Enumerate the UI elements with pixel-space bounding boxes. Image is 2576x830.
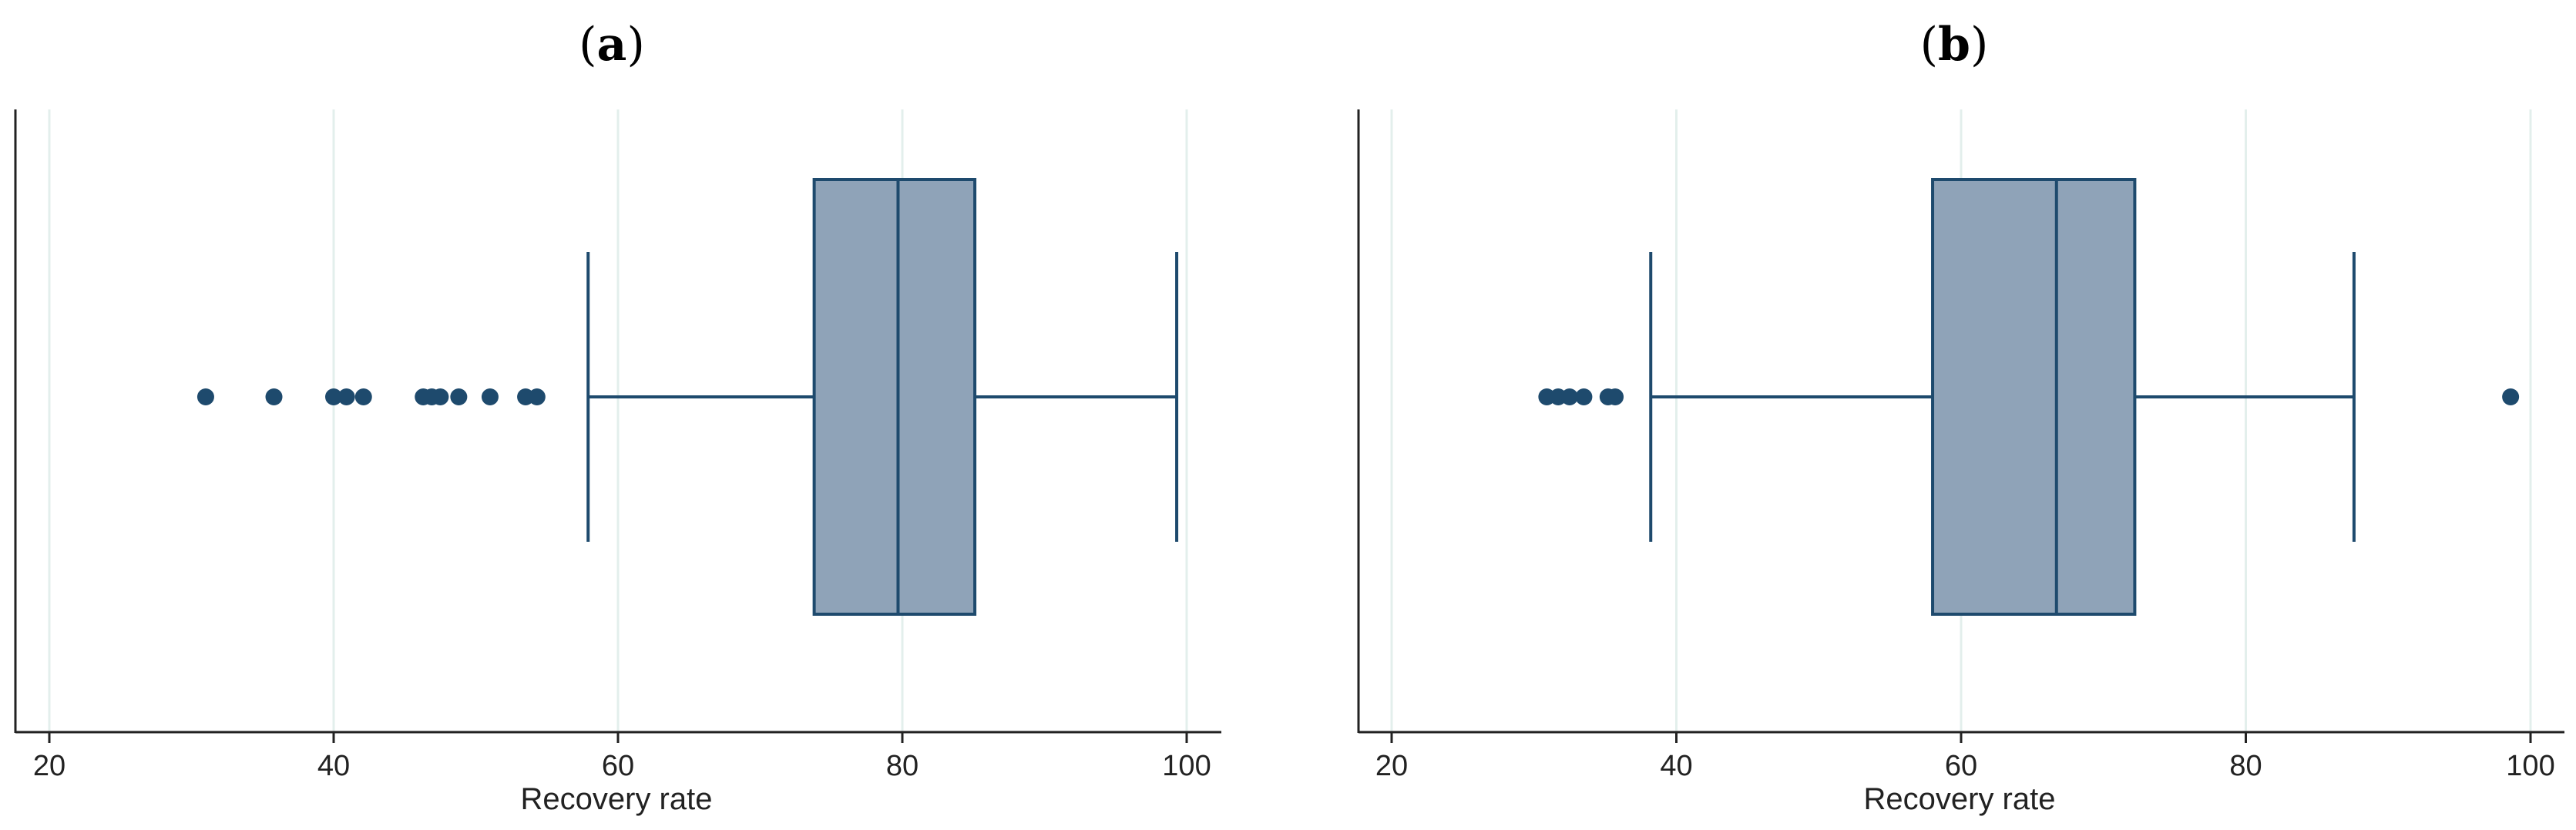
panel-a-x-tick-label: 100 (1162, 750, 1211, 782)
panel-b-outlier-point (1607, 388, 1624, 405)
panel-a-letter: a (597, 18, 627, 72)
panel-a-x-tick-label: 80 (886, 750, 919, 782)
panel-a-outlier-point (450, 388, 468, 405)
panel-a: (a) Recovery rate 20 40 60 80 100 (14, 18, 1221, 816)
panel-b-outlier-point (2502, 388, 2520, 405)
panel-b-x-axis-title: Recovery rate (1864, 782, 2056, 816)
panel-a-box (812, 178, 977, 616)
panel-a-outlier-point (354, 388, 372, 405)
panel-b-x-tick-label: 20 (1375, 750, 1408, 782)
panel-b-x-tick-label: 80 (2229, 750, 2262, 782)
panel-a-outlier-point (481, 388, 499, 405)
panel-a-x-tick-label: 60 (602, 750, 634, 782)
panel-b-box (1931, 178, 2137, 616)
panel-b-x-tick-label: 40 (1660, 750, 1692, 782)
panel-a-outlier-point (432, 388, 449, 405)
panel-a-outlier-point (265, 388, 283, 405)
panel-b-x-tick-label: 60 (1945, 750, 1977, 782)
panel-a-x-tick-label: 40 (317, 750, 350, 782)
panel-a-outlier-point (196, 388, 214, 405)
panel-b-title: (b) (1920, 18, 1989, 72)
panel-a-x-tick-label: 20 (33, 750, 65, 782)
panel-b: (b) Recovery rate 20 40 60 80 100 (1357, 18, 2564, 816)
panel-a-outlier-point (338, 388, 355, 405)
panel-a-x-axis-title: Recovery rate (521, 782, 713, 816)
panel-a-outlier-point (528, 388, 546, 405)
panel-b-x-tick-label: 100 (2506, 750, 2554, 782)
panel-b-outlier-point (1575, 388, 1593, 405)
panel-b-letter: b (1938, 18, 1970, 72)
panel-a-title: (a) (579, 18, 645, 72)
panel-b-outlier-point (1560, 388, 1578, 405)
panel-a-outlier-point (325, 388, 342, 405)
